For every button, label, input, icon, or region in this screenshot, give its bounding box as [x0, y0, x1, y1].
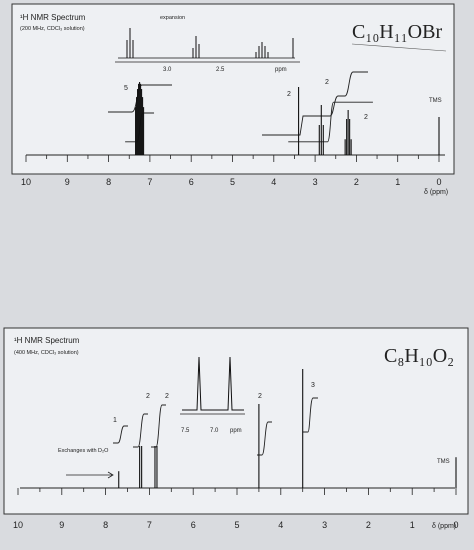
- inset-tick-bottom-1: 7.0: [210, 428, 219, 434]
- x-tick-label-top: 1: [395, 177, 400, 187]
- x-tick-label-bottom: 0: [453, 520, 458, 530]
- inset-tick-top-0: 3.0: [163, 67, 172, 73]
- spectrum-subtitle-bottom: (400 MHz, CDCl₃ solution): [14, 350, 79, 356]
- plot-frame-top: [11, 3, 455, 175]
- inset-tick-top-1: 2.5: [216, 67, 225, 73]
- exchange-arrow: [66, 471, 114, 479]
- peak-bottom-2: [154, 446, 158, 488]
- x-tick-label-bottom: 2: [366, 520, 371, 530]
- x-tick-label-top: 0: [436, 177, 441, 187]
- x-tick-label-top: 4: [271, 177, 276, 187]
- x-tick-label-top: 10: [21, 177, 31, 187]
- peak-bottom-1: [139, 446, 143, 488]
- x-tick-label-bottom: 9: [59, 520, 64, 530]
- integral-curve-bottom-3: [257, 421, 272, 456]
- x-tick-label-bottom: 5: [234, 520, 239, 530]
- formula-bottom: C₈H₁₀O₂: [384, 345, 454, 367]
- x-tick-label-top: 7: [147, 177, 152, 187]
- spectrum-title-bottom: ¹H NMR Spectrum: [14, 336, 80, 345]
- spectrum-top: ¹H NMR Spectrum (200 MHz, CDCl₃ solution…: [11, 3, 455, 196]
- x-tick-label-bottom: 7: [147, 520, 152, 530]
- integral-label-top-2: 2: [325, 79, 329, 86]
- integral-label-bottom-3: 2: [258, 393, 262, 400]
- peak-top-3: [344, 110, 352, 155]
- x-tick-label-bottom: 10: [13, 520, 23, 530]
- inset-unit-top: ppm: [275, 67, 287, 73]
- x-tick-label-top: 6: [189, 177, 194, 187]
- integral-curve-bottom-1: [133, 413, 148, 448]
- x-axis-label-top: δ (ppm): [424, 189, 448, 196]
- tms-label-top: TMS: [429, 98, 442, 104]
- peak-top-2: [318, 105, 324, 155]
- x-tick-label-top: 9: [65, 177, 70, 187]
- inset-top: expansion 3.0 2.5 ppm: [115, 15, 300, 73]
- spectrum-subtitle-top: (200 MHz, CDCl₃ solution): [20, 26, 85, 32]
- integral-label-bottom-2: 2: [165, 393, 169, 400]
- integral-label-bottom-4: 3: [311, 382, 315, 389]
- exchange-annotation: Exchanges with D₂O: [58, 448, 109, 454]
- inset-multiplet-top-2: [255, 42, 269, 58]
- integral-curve-bottom-2: [151, 404, 166, 448]
- inset-unit-bottom: ppm: [230, 428, 242, 434]
- x-tick-label-bottom: 1: [410, 520, 415, 530]
- integral-curve-bottom-0: [113, 425, 128, 444]
- x-axis-label-bottom: δ (ppm): [432, 523, 456, 530]
- spectrum-title-top: ¹H NMR Spectrum: [20, 13, 86, 22]
- x-tick-label-top: 3: [313, 177, 318, 187]
- integral-label-top-1: 2: [287, 91, 291, 98]
- integral-curve-bottom-4: [303, 397, 318, 433]
- x-tick-label-bottom: 6: [191, 520, 196, 530]
- peak-top-0: [135, 82, 145, 155]
- inset-tick-bottom-0: 7.5: [181, 428, 190, 434]
- integral-label-bottom-1: 2: [146, 393, 150, 400]
- x-tick-label-bottom: 3: [322, 520, 327, 530]
- integral-label-top-0: 5: [124, 85, 128, 92]
- x-tick-label-top: 2: [354, 177, 359, 187]
- x-tick-label-bottom: 4: [278, 520, 283, 530]
- integral-curve-top-aliphatic: [262, 71, 368, 136]
- formula-top: C₁₀H₁₁OBr: [352, 21, 442, 43]
- plot-frame-bottom: [3, 327, 469, 515]
- tms-label-bottom: TMS: [437, 459, 450, 465]
- inset-multiplet-top-0: [126, 28, 134, 58]
- spectrum-bottom: ¹H NMR Spectrum (400 MHz, CDCl₃ solution…: [3, 327, 469, 530]
- integral-label-top-3: 2: [364, 114, 368, 121]
- inset-doublet-bottom: [182, 356, 244, 411]
- x-tick-label-top: 5: [230, 177, 235, 187]
- inset-title-top: expansion: [160, 15, 185, 21]
- inset-multiplet-top-1: [192, 36, 200, 58]
- integral-curve-top-1: [288, 101, 373, 143]
- inset-bottom: 7.5 7.0 ppm: [180, 356, 245, 434]
- integral-label-bottom-0: 1: [113, 417, 117, 424]
- formula-underline-top: [351, 43, 447, 52]
- x-tick-label-bottom: 8: [103, 520, 108, 530]
- x-tick-label-top: 8: [106, 177, 111, 187]
